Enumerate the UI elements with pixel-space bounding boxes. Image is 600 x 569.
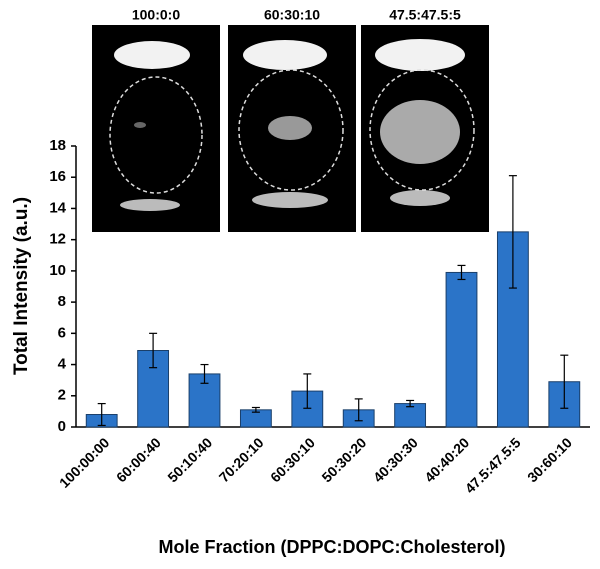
y-tick-label: 4 bbox=[58, 356, 67, 373]
x-tick-label: 50:10:40 bbox=[164, 434, 215, 485]
inset-ellipse bbox=[238, 69, 344, 191]
x-tick-label: 100:00:00 bbox=[56, 434, 113, 491]
x-tick-label: 40:40:20 bbox=[421, 434, 472, 485]
inset-blob bbox=[114, 41, 190, 69]
x-tick-label: 47.5:47.5:5 bbox=[462, 434, 524, 496]
insets bbox=[92, 25, 489, 232]
inset-blob bbox=[134, 122, 146, 128]
inset-ellipse bbox=[369, 69, 475, 191]
inset-blob bbox=[252, 192, 328, 208]
bar bbox=[445, 271, 478, 428]
inset-blob bbox=[380, 100, 460, 164]
y-tick-label: 10 bbox=[49, 262, 66, 279]
x-tick-label: 60:30:10 bbox=[267, 434, 318, 485]
y-tick-label: 0 bbox=[58, 418, 66, 435]
y-tick-label: 14 bbox=[49, 199, 66, 216]
y-tick-label: 6 bbox=[58, 324, 66, 341]
inset-blob bbox=[243, 40, 327, 70]
x-tick-label: 40:30:30 bbox=[370, 434, 421, 485]
y-tick-label: 18 bbox=[49, 137, 66, 154]
bar bbox=[188, 373, 221, 428]
y-tick-label: 2 bbox=[58, 387, 66, 404]
x-axis-label: Mole Fraction (DPPC:DOPC:Cholesterol) bbox=[158, 537, 505, 557]
y-tick-label: 12 bbox=[49, 231, 66, 248]
inset-label: 60:30:10 bbox=[264, 7, 320, 23]
y-tick-label: 16 bbox=[49, 168, 66, 185]
x-tick-label: 30:60:10 bbox=[524, 434, 575, 485]
y-axis-label: Total Intensity (a.u.) bbox=[11, 197, 32, 375]
inset-ellipse bbox=[109, 76, 203, 194]
x-tick-label: 60:00:40 bbox=[113, 434, 164, 485]
y-tick-label: 8 bbox=[58, 293, 66, 310]
inset-blob bbox=[390, 190, 450, 206]
inset-label: 100:0:0 bbox=[132, 7, 180, 23]
x-tick-label: 50:30:20 bbox=[318, 434, 369, 485]
x-tick-label: 70:20:10 bbox=[216, 434, 267, 485]
inset-blob bbox=[268, 116, 312, 140]
inset-label: 47.5:47.5:5 bbox=[389, 7, 461, 23]
inset-blob bbox=[375, 39, 465, 71]
inset-blob bbox=[120, 199, 180, 211]
